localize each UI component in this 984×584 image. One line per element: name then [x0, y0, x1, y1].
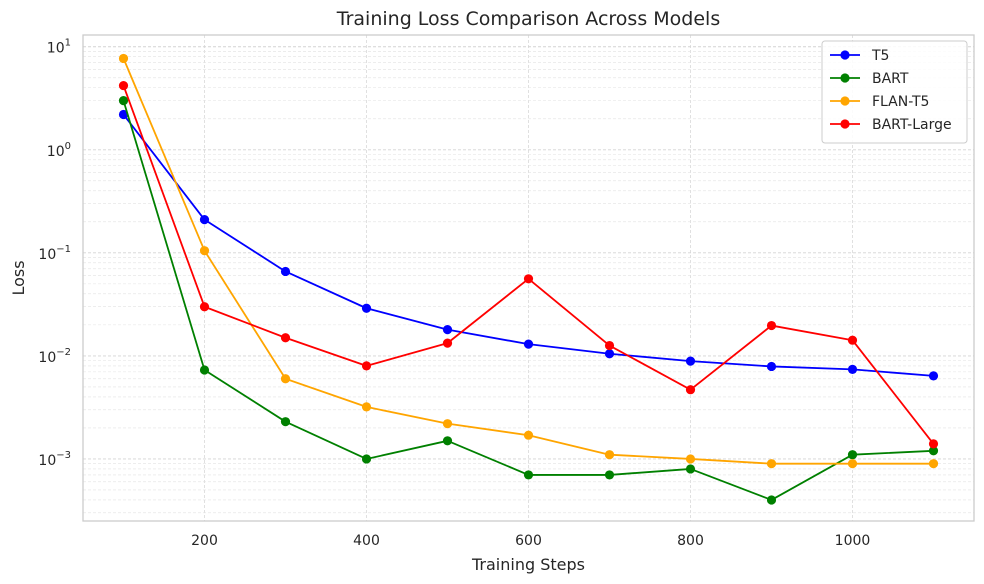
x-tick-label: 1000 [835, 533, 871, 549]
data-point [766, 361, 777, 372]
y-axis-ticks: 10−3 10−2 10−1 100 101 [38, 38, 71, 469]
data-point [361, 361, 372, 371]
legend-label: BART-Large [872, 117, 952, 133]
series-bart [118, 96, 939, 505]
legend-item: BART-Large [830, 117, 952, 133]
y-tick-label: 101 [47, 38, 71, 57]
y-axis-label: Loss [9, 260, 28, 295]
legend-marker [840, 96, 850, 106]
data-point [199, 246, 210, 256]
data-point [685, 454, 696, 464]
data-point [361, 402, 372, 412]
data-point [199, 215, 210, 225]
data-point [847, 335, 858, 345]
data-point [523, 470, 534, 480]
y-tick-label: 10−2 [38, 347, 71, 366]
data-point [280, 266, 291, 277]
data-point [604, 470, 615, 480]
data-point [280, 374, 291, 384]
x-tick-label: 200 [191, 533, 218, 549]
data-point [199, 365, 210, 375]
x-axis-label: Training Steps [471, 555, 585, 574]
data-point [118, 96, 129, 106]
x-axis-ticks: 200 400 600 800 1000 [191, 533, 870, 549]
data-point [928, 459, 939, 469]
data-point [442, 419, 453, 429]
legend-label: BART [872, 71, 909, 87]
data-point [118, 109, 129, 120]
legend-item: FLAN-T5 [830, 94, 929, 110]
data-point [523, 339, 534, 349]
data-point [928, 446, 939, 456]
data-point [766, 495, 777, 505]
legend-item: BART [830, 71, 909, 87]
x-tick-label: 400 [353, 533, 380, 549]
y-tick-label: 10−3 [38, 450, 71, 469]
y-tick-label: 100 [47, 141, 71, 160]
x-tick-label: 800 [677, 533, 704, 549]
data-point [118, 53, 129, 64]
data-point [604, 349, 615, 359]
legend-label: FLAN-T5 [872, 94, 929, 110]
series-flan-t5 [118, 53, 939, 469]
plot-frame [82, 34, 975, 522]
chart-title: Training Loss Comparison Across Models [336, 8, 720, 30]
legend-item: T5 [830, 48, 889, 64]
data-point [604, 340, 615, 351]
series-t5 [118, 109, 939, 381]
series-layer [118, 53, 939, 505]
data-point [685, 356, 696, 366]
data-point [523, 430, 534, 440]
data-point [361, 454, 372, 464]
legend-marker [840, 119, 850, 129]
data-point [604, 450, 615, 460]
legend: T5 BART FLAN-T5 BART-Large [821, 40, 968, 144]
data-point [442, 338, 453, 348]
legend-marker [840, 50, 850, 60]
data-point [766, 320, 777, 331]
data-point [928, 371, 939, 381]
data-point [685, 385, 696, 395]
data-point [523, 274, 534, 284]
legend-marker [840, 73, 850, 83]
x-tick-label: 600 [515, 533, 542, 549]
data-point [766, 459, 777, 469]
data-point [361, 303, 372, 313]
legend-box [821, 40, 968, 144]
data-point [442, 436, 453, 446]
data-point [928, 439, 939, 449]
data-point [280, 333, 291, 343]
data-point [442, 324, 453, 335]
y-tick-label: 10−1 [38, 244, 71, 263]
data-point [118, 80, 129, 91]
data-point [199, 302, 210, 312]
data-point [847, 459, 858, 469]
data-point [847, 450, 858, 460]
legend-label: T5 [871, 48, 889, 64]
data-point [280, 417, 291, 427]
data-point [847, 364, 858, 374]
data-point [685, 464, 696, 474]
series-bart-large [118, 80, 939, 449]
